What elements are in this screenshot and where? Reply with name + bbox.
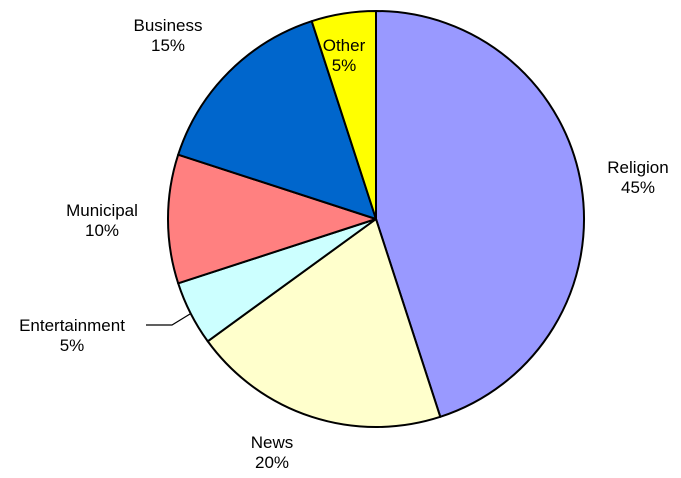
slice-label-municipal: Municipal 10% [66, 201, 138, 240]
slice-name-business: Business [134, 16, 203, 35]
slice-business [177, 20, 377, 220]
slice-percent-news: 20% [255, 453, 289, 472]
slice-name-religion: Religion [607, 158, 668, 177]
slice-other [310, 10, 377, 220]
slice-percent-business: 15% [151, 36, 185, 55]
slice-name-other: Other [323, 36, 366, 55]
slice-label-business: Business 15% [134, 16, 203, 55]
slice-religion [375, 10, 585, 418]
slice-percent-entertainment: 5% [60, 336, 85, 355]
slice-label-other: Other 5% [323, 36, 366, 75]
leader-lines [146, 313, 191, 326]
slice-percent-religion: 45% [621, 178, 655, 197]
pie-slices [167, 10, 585, 428]
slice-label-news: News 20% [251, 433, 294, 472]
slice-name-municipal: Municipal [66, 201, 138, 220]
slice-percent-other: 5% [332, 56, 357, 75]
leader-line-entertainment [146, 313, 191, 326]
slice-label-religion: Religion 45% [607, 158, 668, 197]
slice-name-news: News [251, 433, 294, 452]
slice-name-entertainment: Entertainment [19, 316, 125, 335]
slice-municipal [167, 153, 377, 285]
slice-news [206, 218, 442, 428]
slice-percent-municipal: 10% [85, 221, 119, 240]
slice-labels: Religion 45%News 20%Entertainment 5%Municip… [19, 16, 669, 472]
slice-label-entertainment: Entertainment 5% [19, 316, 125, 355]
